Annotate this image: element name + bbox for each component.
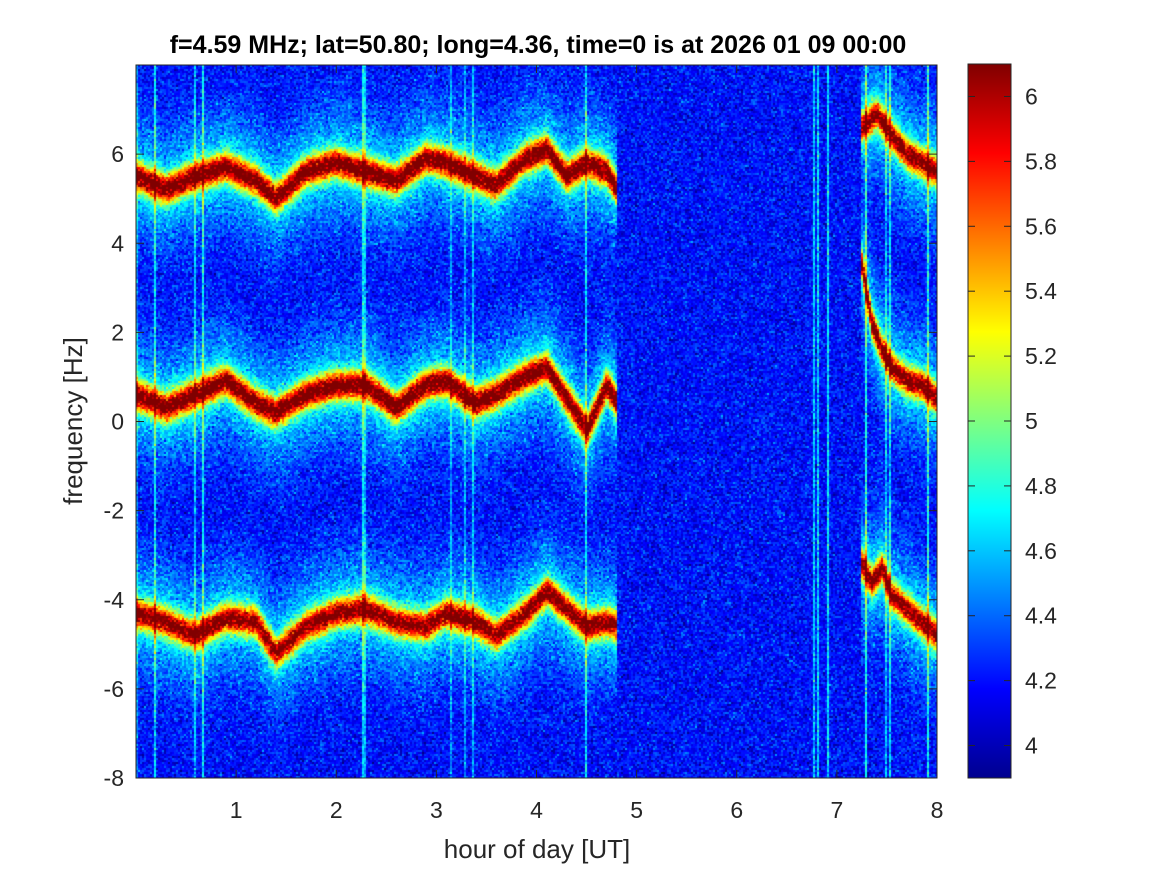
y-tick-label: 4 [111, 230, 124, 256]
y-tick-label: 0 [111, 409, 124, 435]
x-tick-label: 1 [230, 797, 243, 823]
colorbar-tick-label: 5.2 [1025, 343, 1057, 369]
x-tick-label: 8 [931, 797, 944, 823]
y-axis-label: frequency [Hz] [58, 337, 88, 505]
x-tick-label: 3 [430, 797, 443, 823]
colorbar-tick-label: 5.6 [1025, 213, 1057, 239]
colorbar-tick-label: 4.6 [1025, 538, 1057, 564]
x-axis-ticks: 1 2 3 4 5 6 7 8 [230, 65, 944, 823]
colorbar-tick-label: 5.4 [1025, 278, 1057, 304]
colorbar-ticks: 4 4.2 4.4 4.6 4.8 5 5.2 5.4 5.6 5.8 6 [968, 83, 1057, 759]
y-tick-label: -6 [104, 676, 124, 702]
colorbar-tick-label: 4 [1025, 733, 1038, 759]
colorbar-gradient [967, 63, 1012, 779]
colorbar-tick-label: 4.4 [1025, 603, 1057, 629]
y-axis-ticks: -8 -6 -4 -2 0 2 4 6 [104, 141, 937, 791]
colorbar-tick-label: 5 [1025, 408, 1038, 434]
y-tick-label: -4 [104, 587, 125, 613]
colorbar-tick-label: 4.2 [1025, 668, 1057, 694]
x-tick-label: 5 [630, 797, 643, 823]
colorbar-tick-label: 6 [1025, 83, 1038, 109]
chart-title: f=4.59 MHz; lat=50.80; long=4.36, time=0… [170, 31, 907, 59]
x-tick-label: 2 [330, 797, 343, 823]
y-tick-label: -2 [104, 498, 124, 524]
spectrogram-heatmap [136, 65, 937, 778]
x-tick-label: 6 [730, 797, 743, 823]
y-tick-label: 2 [111, 319, 124, 345]
x-tick-label: 4 [530, 797, 543, 823]
colorbar-tick-label: 5.8 [1025, 148, 1057, 174]
y-tick-label: 6 [111, 141, 124, 167]
x-tick-label: 7 [830, 797, 843, 823]
x-axis-label: hour of day [UT] [444, 834, 630, 864]
plot-area [135, 64, 938, 779]
y-tick-label: -8 [104, 765, 124, 791]
colorbar: 4 4.2 4.4 4.6 4.8 5 5.2 5.4 5.6 5.8 6 [967, 63, 1057, 779]
colorbar-tick-label: 4.8 [1025, 473, 1057, 499]
